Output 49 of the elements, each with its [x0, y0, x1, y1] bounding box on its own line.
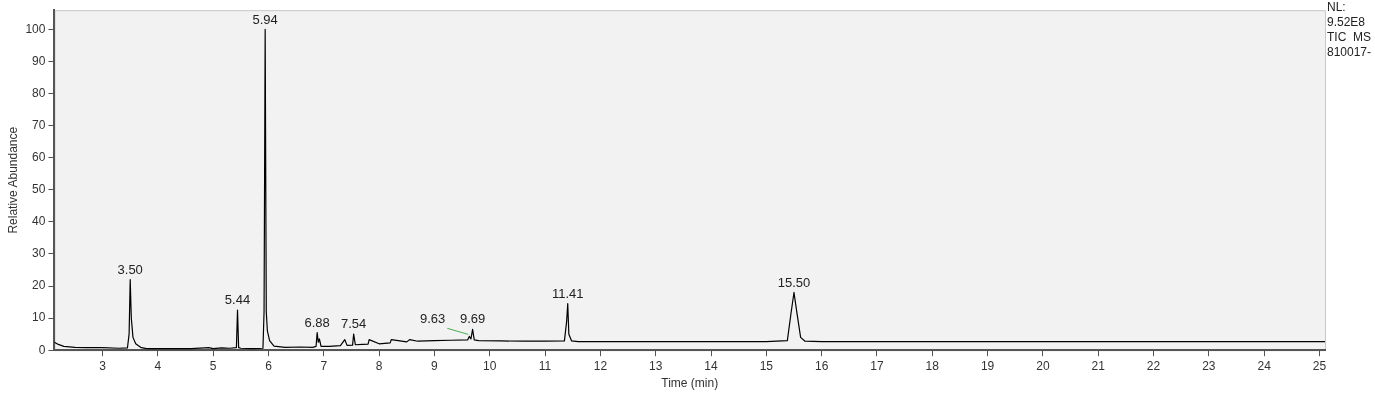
x-tick-label: 21 [1091, 358, 1106, 373]
y-tick-label: 20 [32, 278, 46, 293]
text: TIC MS [1327, 30, 1371, 45]
x-tick-label: 6 [265, 358, 273, 373]
y-tick-label: 10 [32, 310, 46, 325]
x-tick-label: 25 [1312, 358, 1327, 373]
x-tick-label: 24 [1257, 358, 1272, 373]
y-axis-title: Relative Abundance [5, 126, 20, 234]
x-tick-label: 17 [870, 358, 884, 373]
y-tick-label: 60 [32, 150, 46, 165]
x-tick-label: 3 [99, 358, 107, 373]
annotation: 9.63 [419, 311, 446, 327]
x-tick-label: 20 [1036, 358, 1050, 373]
x-tick-label: 16 [814, 358, 829, 373]
x-tick-label: 14 [704, 358, 718, 373]
y-tick-label: 30 [32, 246, 46, 261]
x-tick-label: 15 [759, 358, 774, 373]
x-tick-label: 19 [980, 358, 995, 373]
text: 9.52E8 [1327, 15, 1366, 30]
y-tick-label: 100 [25, 21, 46, 36]
text: 810017- [1327, 45, 1372, 60]
annotation: 5.94 [252, 11, 278, 27]
annotation: 7.54 [341, 316, 367, 332]
x-tick-label: 13 [649, 358, 663, 373]
annotation: 5.44 [224, 292, 251, 308]
y-tick-label: 80 [32, 85, 46, 100]
x-tick-label: 11 [538, 358, 552, 373]
x-tick-label: 12 [593, 358, 608, 373]
x-tick-label: 8 [375, 358, 383, 373]
text: NL: [1327, 0, 1346, 15]
annotation: 15.50 [777, 274, 811, 290]
x-axis-title: Time (min) [661, 376, 719, 391]
annotation: 9.69 [459, 311, 486, 327]
x-tick-label: 22 [1146, 358, 1161, 373]
annotation: 6.88 [304, 314, 330, 330]
x-tick-label: 7 [320, 358, 328, 373]
annotation: 3.50 [117, 261, 143, 277]
x-tick-label: 4 [154, 358, 162, 373]
y-tick-label: 0 [38, 342, 46, 357]
x-tick-label: 18 [925, 358, 940, 373]
x-tick-label: 9 [431, 358, 439, 373]
annotation: 11.41 [551, 285, 584, 301]
y-tick-label: 90 [32, 53, 46, 68]
y-tick-label: 50 [32, 182, 46, 197]
x-tick-label: 23 [1202, 358, 1216, 373]
y-tick-label: 40 [32, 214, 46, 229]
x-tick-label: 5 [209, 358, 217, 373]
y-tick-label: 70 [32, 117, 46, 132]
x-tick-label: 10 [483, 358, 497, 373]
